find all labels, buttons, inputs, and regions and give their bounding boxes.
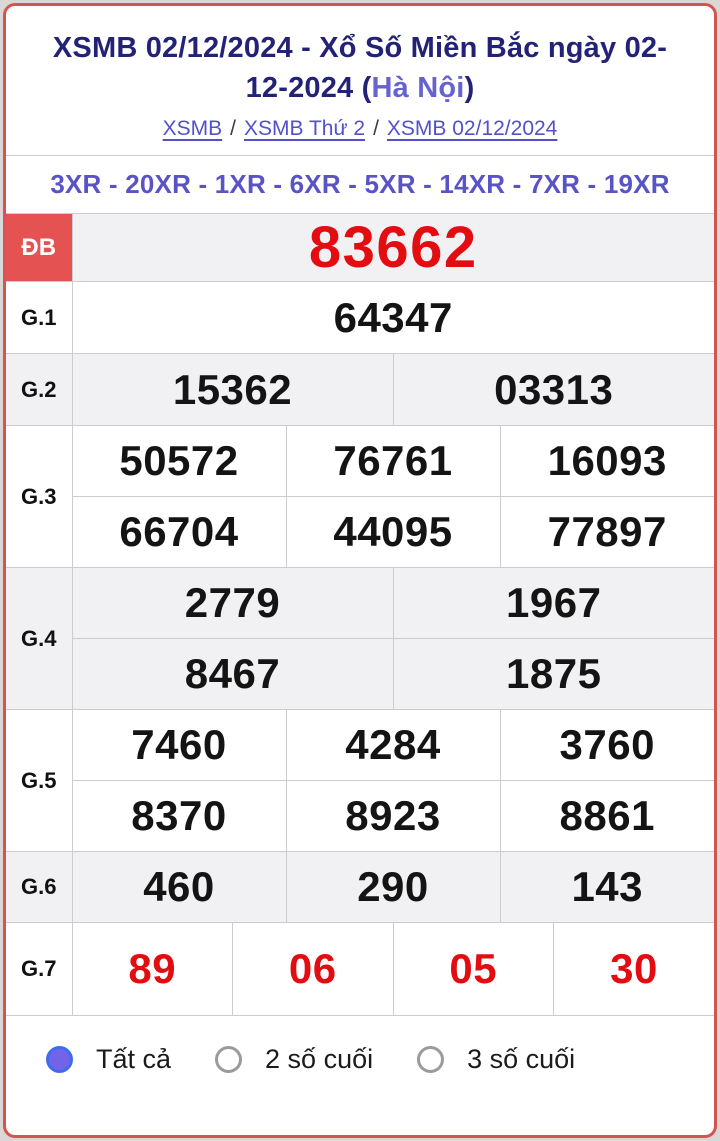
prize-g7-value: 05 (392, 922, 554, 1017)
radio-unselected-icon[interactable] (417, 1046, 445, 1074)
breadcrumb-separator: / (373, 117, 379, 141)
prize-label-db: ĐB (6, 213, 73, 283)
radio-unselected-icon[interactable] (215, 1046, 243, 1074)
title-text: ) (464, 72, 475, 105)
prize-g3-value: 50572 (71, 425, 287, 498)
prize-g7-value: 06 (232, 922, 394, 1017)
row-prize-3b: 66704 44095 77897 (6, 496, 714, 569)
row-prize-1: G.1 64347 (6, 281, 714, 355)
prize-g5-value: 8923 (285, 780, 501, 853)
title-city: Hà Nội (371, 72, 465, 105)
row-prize-4b: 8467 1875 (6, 638, 714, 711)
prize-label-g2: G.2 (6, 353, 73, 427)
breadcrumb-link-xsmb-date[interactable]: XSMB 02/12/2024 (386, 117, 558, 141)
prize-g1-value: 64347 (71, 281, 714, 355)
prize-g6-value: 460 (71, 851, 287, 924)
results-card: XSMB 02/12/2024 - Xổ Số Miền Bắc ngày 02… (3, 3, 717, 1138)
filter-option-label: 2 số cuối (265, 1044, 374, 1075)
row-prize-4: G.4 2779 1967 (6, 567, 714, 711)
prize-label-g5: G.5 (6, 709, 73, 853)
filter-option-last-2-digits[interactable]: 2 số cuối (215, 1044, 373, 1075)
prize-g5-value: 3760 (499, 709, 714, 782)
filter-option-last-3-digits[interactable]: 3 số cuối (417, 1044, 575, 1075)
row-prize-3: G.3 50572 76761 16093 (6, 425, 714, 569)
row-prize-7: G.7 89 06 05 30 (6, 922, 714, 1017)
prize-g3-value: 76761 (285, 425, 501, 498)
filter-option-all[interactable]: Tất cả (46, 1044, 171, 1075)
prize-g6-value: 290 (285, 851, 501, 924)
prize-g7-value: 89 (71, 922, 233, 1017)
title-text: XSMB 02/12/2024 - Xổ Số Miền Bắc ngày 02… (52, 32, 668, 64)
prize-g3-value: 77897 (499, 496, 714, 569)
breadcrumb-link-xsmb[interactable]: XSMB (162, 117, 223, 141)
prize-g2-value: 03313 (392, 353, 714, 427)
row-special-prize: ĐB 83662 (6, 213, 714, 283)
breadcrumb-link-xsmb-thu-2[interactable]: XSMB Thứ 2 (244, 117, 366, 141)
page-title: XSMB 02/12/2024 - Xổ Số Miền Bắc ngày 02… (32, 28, 688, 108)
row-prize-2: G.2 15362 03313 (6, 353, 714, 427)
filter-bar: Tất cả 2 số cuối 3 số cuối (6, 1016, 714, 1075)
prize-label-g1: G.1 (6, 281, 73, 355)
prize-g7-value: 30 (553, 922, 714, 1017)
title-text: 12-2024 ( (245, 72, 372, 105)
filter-option-label: 3 số cuối (467, 1044, 576, 1075)
header-divider (6, 155, 714, 157)
prize-g3-value: 44095 (285, 496, 501, 569)
prize-g5-value: 7460 (71, 709, 287, 782)
prize-label-g6: G.6 (6, 851, 73, 924)
prize-g4-value: 2779 (71, 567, 394, 640)
prize-db-value: 83662 (71, 213, 714, 283)
prize-label-g4: G.4 (6, 567, 73, 711)
prize-g2-value: 15362 (71, 353, 394, 427)
prize-g5-value: 8861 (499, 780, 714, 853)
prize-g4-value: 1875 (392, 638, 714, 711)
prize-g5-value: 4284 (285, 709, 501, 782)
radio-selected-icon[interactable] (46, 1046, 73, 1074)
filter-option-label: Tất cả (96, 1044, 172, 1075)
row-prize-5: G.5 7460 4284 3760 (6, 709, 714, 853)
prize-label-g3: G.3 (6, 425, 73, 569)
prize-g4-value: 8467 (72, 638, 394, 711)
lottery-codes: 3XR - 20XR - 1XR - 6XR - 5XR - 14XR - 7X… (50, 169, 670, 200)
breadcrumb-separator: / (230, 117, 236, 141)
row-prize-6: G.6 460 290 143 (6, 851, 714, 924)
prize-label-g7: G.7 (6, 922, 73, 1017)
prize-g3-value: 16093 (499, 425, 714, 498)
prize-g5-value: 8370 (72, 780, 287, 853)
prize-g4-value: 1967 (392, 567, 714, 640)
prize-g6-value: 143 (499, 851, 714, 924)
row-prize-5b: 8370 8923 8861 (6, 780, 714, 853)
prize-g3-value: 66704 (72, 496, 287, 569)
breadcrumb: XSMB / XSMB Thứ 2 / XSMB 02/12/2024 (6, 117, 714, 141)
results-table: ĐB 83662 G.1 64347 G.2 15362 03313 G.3 5… (6, 213, 714, 1017)
